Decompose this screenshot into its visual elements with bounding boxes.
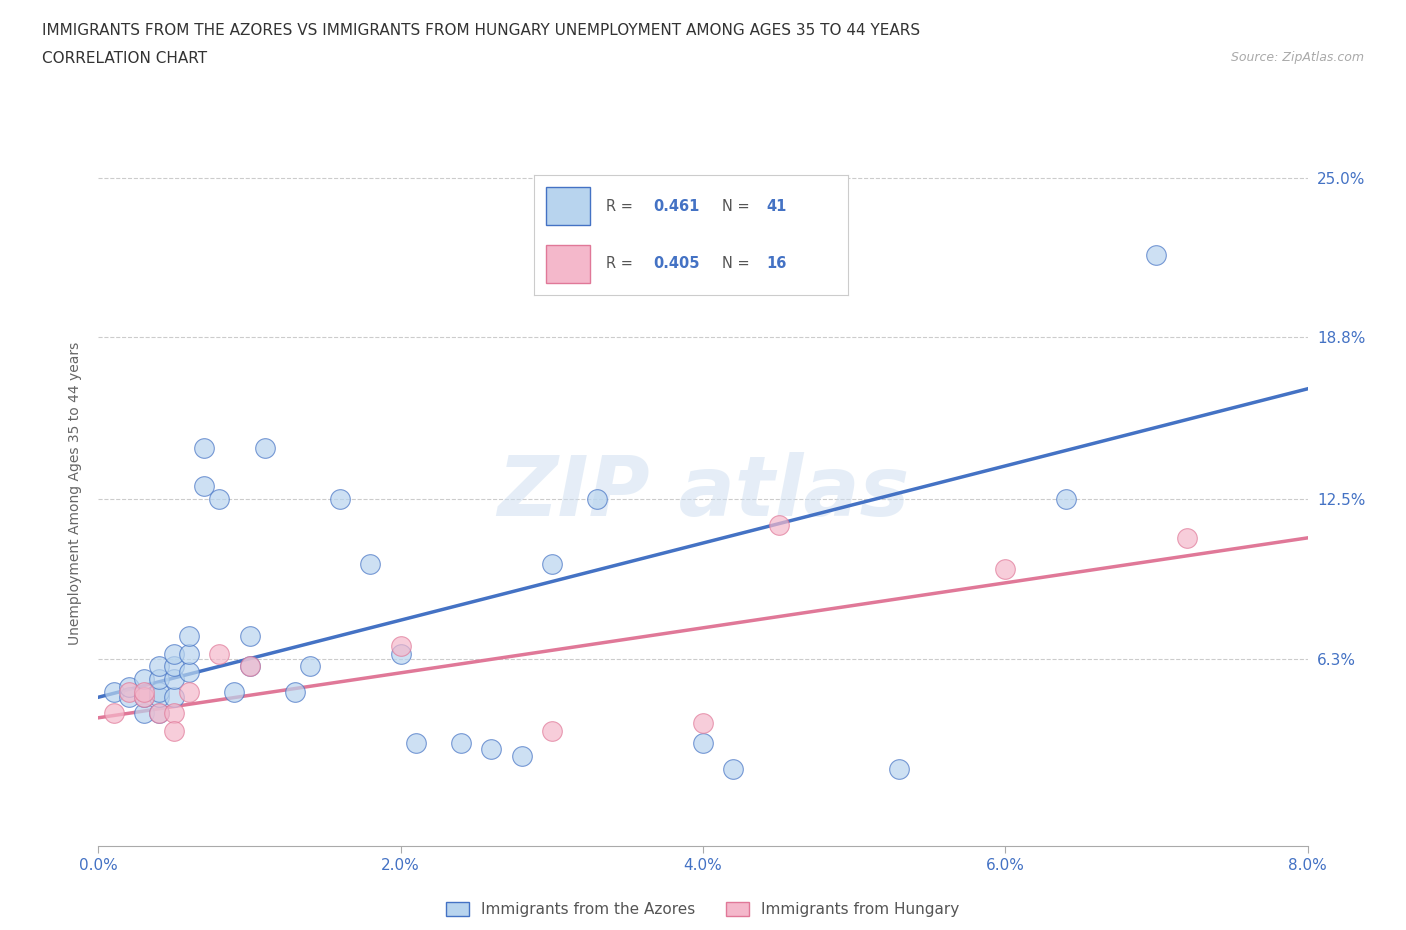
- Point: [103, 684, 125, 699]
- Point: [132, 705, 155, 720]
- Point: [239, 659, 262, 674]
- Point: [208, 492, 231, 507]
- Point: [179, 684, 201, 699]
- Point: [889, 762, 911, 777]
- Point: [103, 705, 125, 720]
- Point: [163, 705, 186, 720]
- Point: [1175, 530, 1198, 545]
- Point: [163, 646, 186, 661]
- Point: [132, 684, 155, 699]
- Point: [163, 690, 186, 705]
- Point: [541, 724, 564, 738]
- Text: Source: ZipAtlas.com: Source: ZipAtlas.com: [1230, 51, 1364, 64]
- Point: [163, 724, 186, 738]
- Point: [586, 492, 609, 507]
- Point: [118, 680, 141, 695]
- Text: IMMIGRANTS FROM THE AZORES VS IMMIGRANTS FROM HUNGARY UNEMPLOYMENT AMONG AGES 35: IMMIGRANTS FROM THE AZORES VS IMMIGRANTS…: [42, 23, 921, 38]
- Point: [389, 638, 412, 653]
- Point: [132, 690, 155, 705]
- Point: [541, 556, 564, 571]
- Point: [360, 556, 382, 571]
- Point: [239, 628, 262, 643]
- Point: [179, 628, 201, 643]
- Point: [208, 646, 231, 661]
- Point: [299, 659, 322, 674]
- Text: ZIP atlas: ZIP atlas: [496, 452, 910, 534]
- Point: [148, 705, 170, 720]
- Point: [450, 736, 472, 751]
- Point: [994, 562, 1017, 577]
- Point: [1146, 247, 1168, 262]
- Point: [179, 664, 201, 679]
- Point: [284, 684, 307, 699]
- Point: [148, 684, 170, 699]
- Point: [193, 479, 215, 494]
- Point: [692, 715, 714, 730]
- Point: [193, 441, 215, 456]
- Point: [1054, 492, 1077, 507]
- Point: [148, 705, 170, 720]
- Point: [148, 690, 170, 705]
- Point: [118, 684, 141, 699]
- Point: [163, 671, 186, 686]
- Point: [510, 749, 533, 764]
- Text: CORRELATION CHART: CORRELATION CHART: [42, 51, 207, 66]
- Point: [481, 741, 503, 756]
- Point: [692, 736, 714, 751]
- Point: [389, 646, 412, 661]
- Point: [163, 659, 186, 674]
- Point: [148, 659, 170, 674]
- Point: [239, 659, 262, 674]
- Point: [224, 684, 246, 699]
- Point: [253, 441, 276, 456]
- Point: [179, 646, 201, 661]
- Y-axis label: Unemployment Among Ages 35 to 44 years: Unemployment Among Ages 35 to 44 years: [69, 341, 83, 644]
- Point: [148, 671, 170, 686]
- Point: [132, 690, 155, 705]
- Point: [768, 518, 790, 533]
- Legend: Immigrants from the Azores, Immigrants from Hungary: Immigrants from the Azores, Immigrants f…: [440, 897, 966, 923]
- Point: [132, 671, 155, 686]
- Point: [405, 736, 427, 751]
- Point: [118, 690, 141, 705]
- Point: [723, 762, 745, 777]
- Point: [329, 492, 352, 507]
